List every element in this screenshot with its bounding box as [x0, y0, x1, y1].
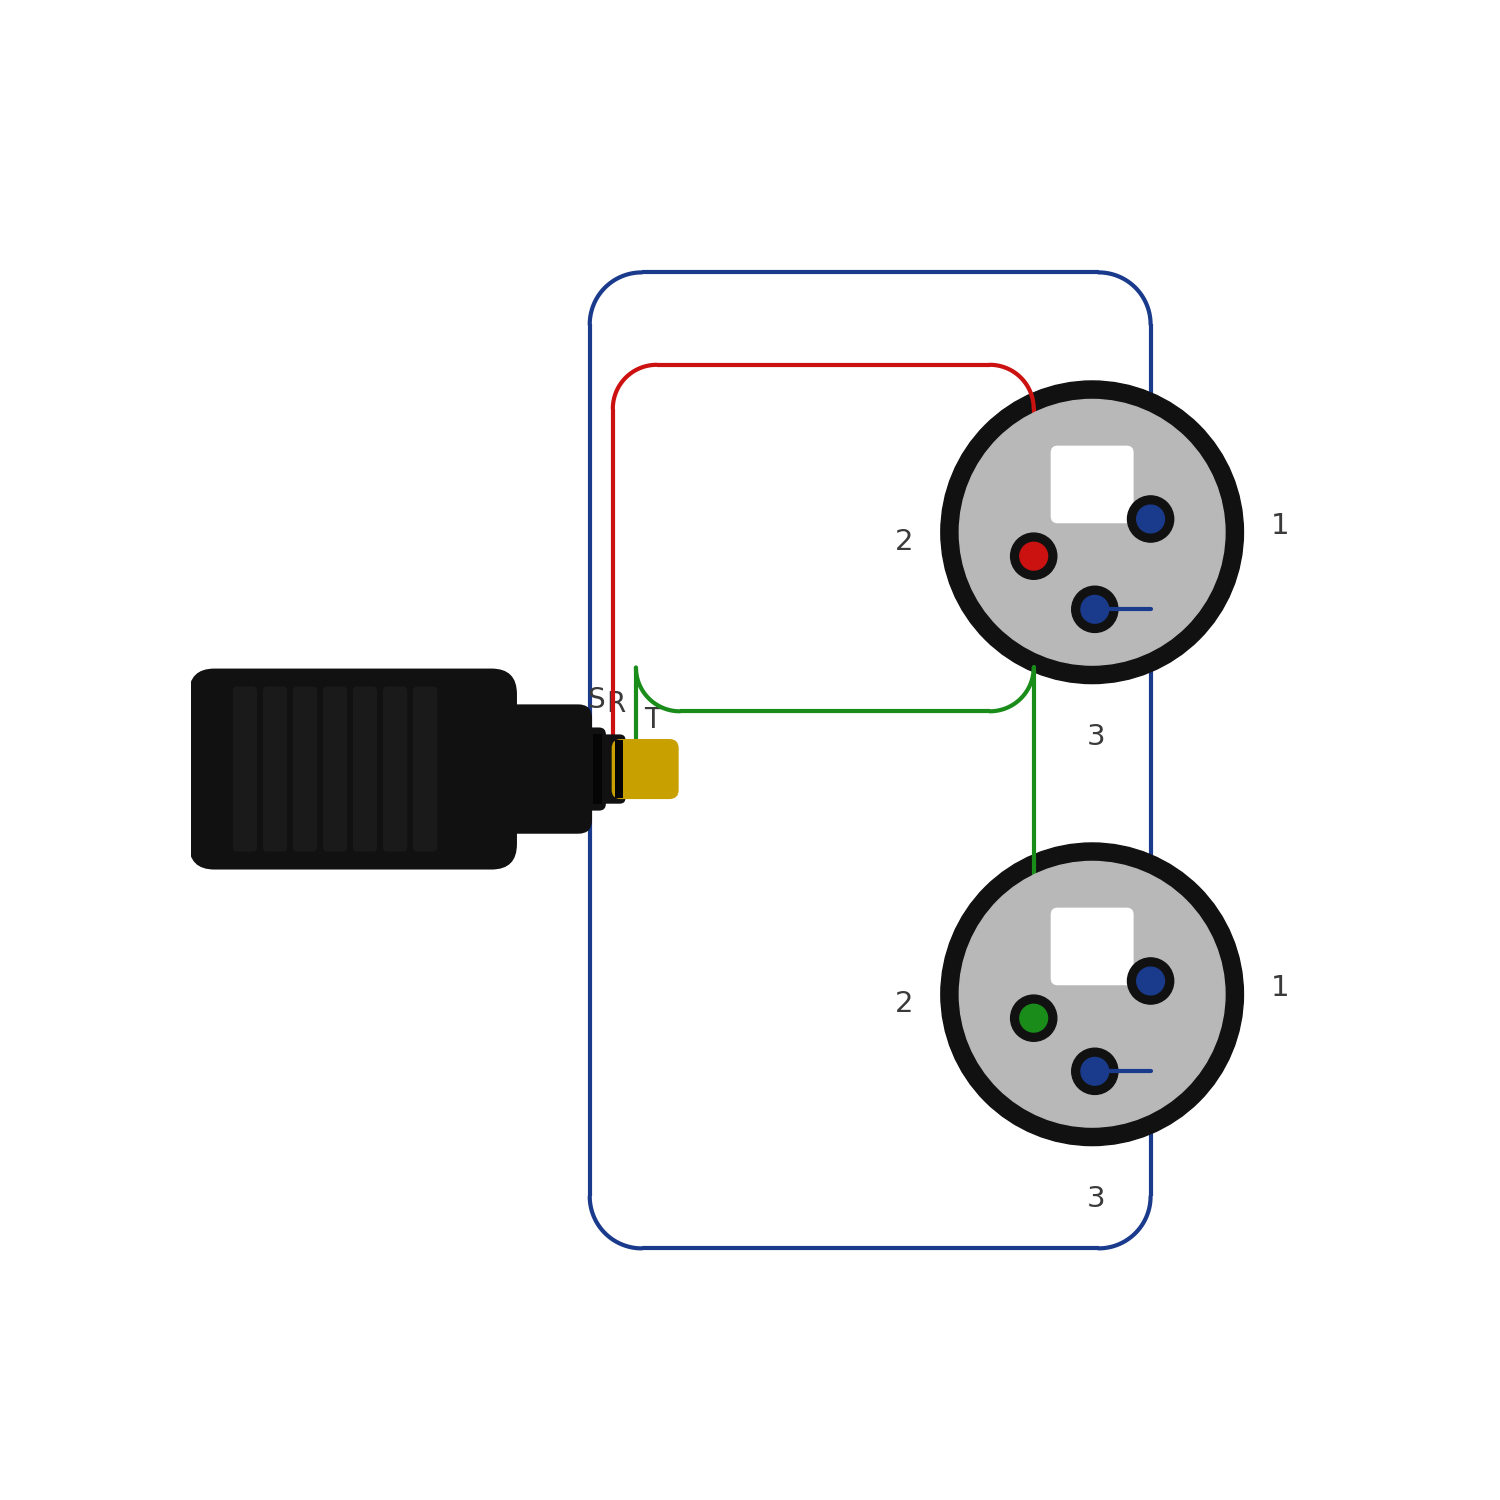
Text: R: R [606, 690, 625, 718]
Circle shape [1011, 994, 1058, 1041]
Circle shape [1082, 596, 1108, 622]
FancyBboxPatch shape [560, 728, 606, 810]
FancyBboxPatch shape [592, 735, 626, 804]
Text: 2: 2 [894, 528, 914, 555]
FancyBboxPatch shape [454, 705, 592, 834]
Text: S: S [586, 686, 604, 714]
FancyBboxPatch shape [232, 687, 256, 852]
Circle shape [1082, 1058, 1108, 1084]
Text: 3: 3 [1086, 723, 1106, 752]
Text: T: T [644, 706, 662, 735]
Circle shape [940, 381, 1244, 684]
FancyBboxPatch shape [1050, 908, 1134, 986]
Circle shape [1011, 532, 1058, 579]
FancyBboxPatch shape [322, 687, 346, 852]
FancyBboxPatch shape [292, 687, 316, 852]
Circle shape [1128, 496, 1173, 542]
Circle shape [1071, 586, 1118, 633]
Bar [592, 735, 603, 804]
Circle shape [1071, 1048, 1118, 1095]
Circle shape [960, 861, 1226, 1126]
FancyBboxPatch shape [1050, 446, 1134, 524]
Text: 2: 2 [894, 990, 914, 1017]
Circle shape [1137, 506, 1164, 532]
FancyBboxPatch shape [262, 687, 286, 852]
FancyBboxPatch shape [612, 740, 678, 800]
Circle shape [940, 843, 1244, 1146]
Text: 1: 1 [1270, 975, 1290, 1002]
Text: 3: 3 [1086, 1185, 1106, 1214]
Circle shape [1020, 1005, 1047, 1032]
Circle shape [1137, 968, 1164, 994]
FancyBboxPatch shape [413, 687, 438, 852]
FancyBboxPatch shape [382, 687, 406, 852]
FancyBboxPatch shape [189, 669, 518, 870]
Circle shape [960, 399, 1226, 664]
Circle shape [1128, 958, 1173, 1004]
Circle shape [1020, 543, 1047, 570]
Text: 1: 1 [1270, 513, 1290, 540]
FancyBboxPatch shape [352, 687, 376, 852]
Bar [615, 740, 622, 798]
